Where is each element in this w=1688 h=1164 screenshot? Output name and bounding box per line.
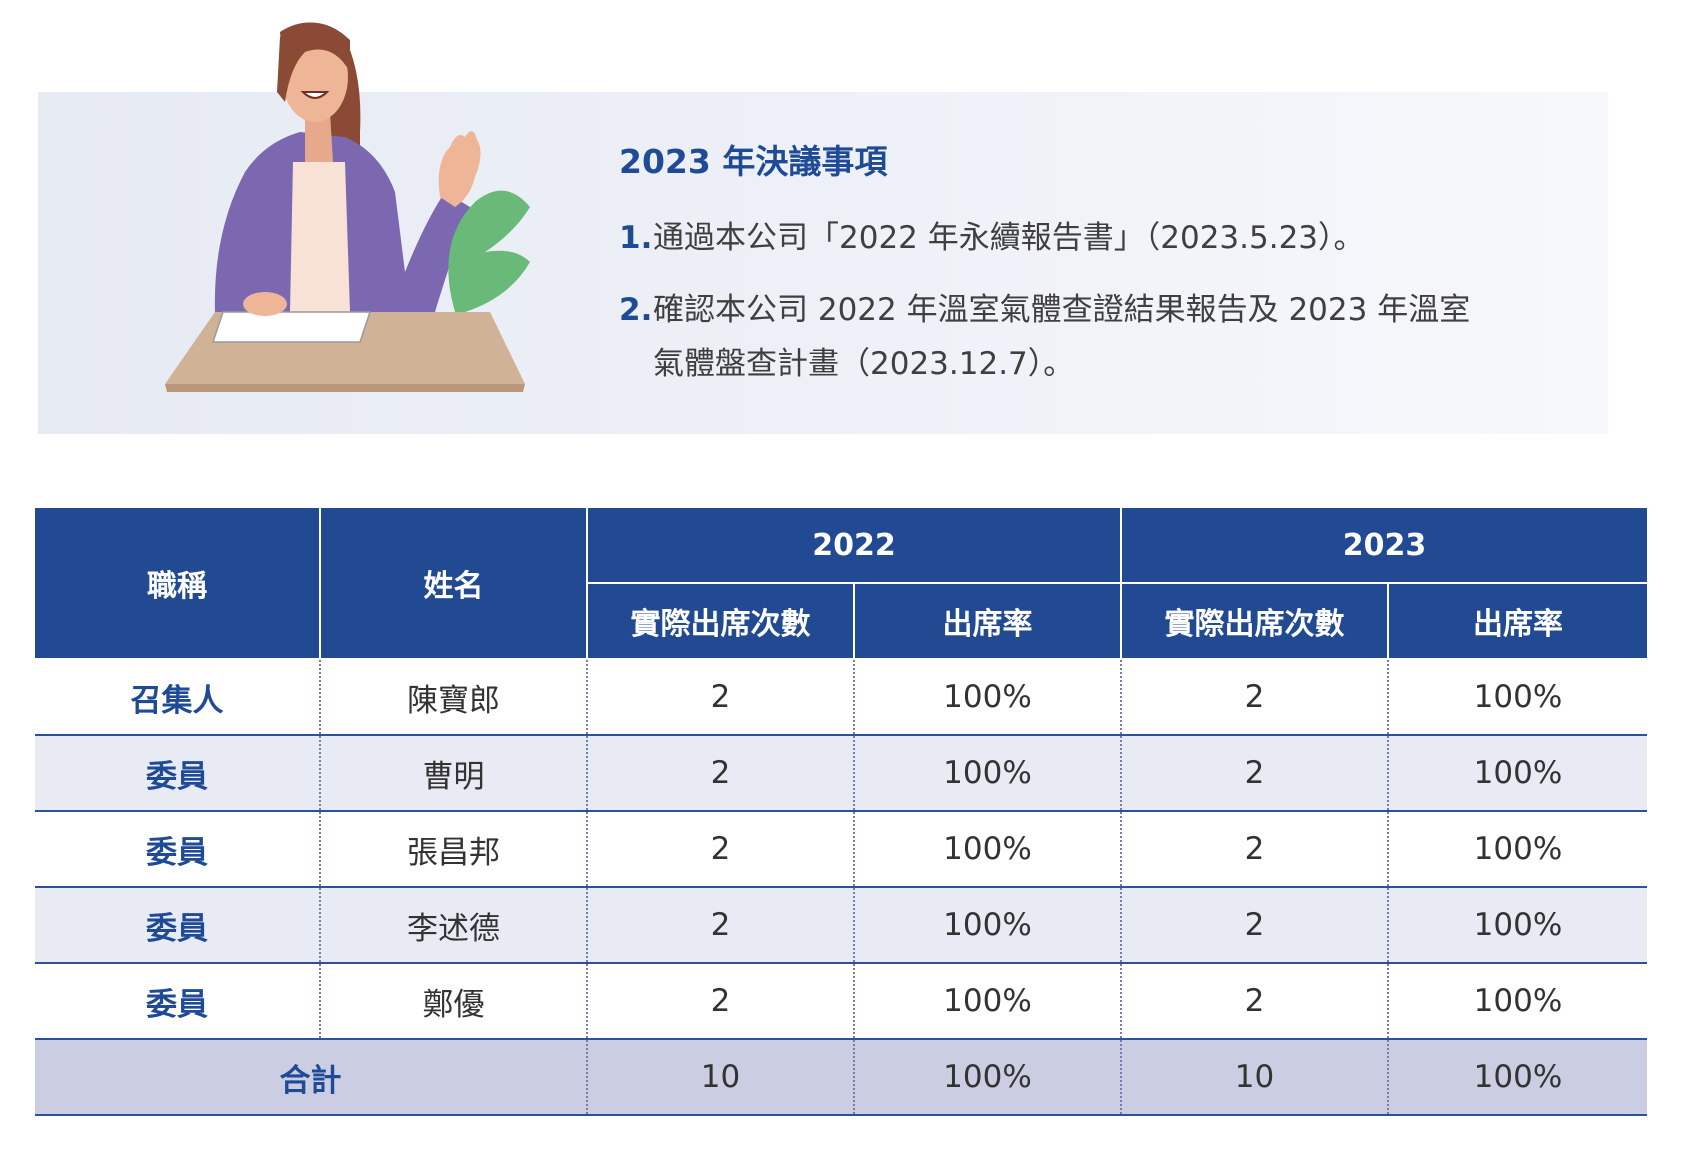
attendance-count-2022: 2: [586, 735, 855, 812]
attendance-count-2023: 2: [1120, 659, 1389, 736]
attendance-rate-2023: 100%: [1387, 659, 1647, 736]
attendance-rate-2022: 100%: [853, 659, 1122, 736]
resolution-text: 通過本公司「2022 年永續報告書」（2023.5.23）。: [653, 211, 1365, 265]
header-attendance-rate: 出席率: [1387, 582, 1647, 660]
member-title: 委員: [35, 735, 321, 812]
attendance-rate-2022: 100%: [853, 811, 1122, 888]
attendance-count-2022: 2: [586, 887, 855, 964]
attendance-rate-2023: 100%: [1387, 735, 1647, 812]
member-name: 陳寶郎: [319, 659, 588, 736]
attendance-rate-2023: 100%: [1387, 963, 1647, 1040]
member-title: 召集人: [35, 659, 321, 736]
attendance-rate-2023: 100%: [1387, 811, 1647, 888]
member-name: 鄭優: [319, 963, 588, 1040]
header-attendance-count: 實際出席次數: [587, 582, 855, 660]
table-row: 召集人 陳寶郎 2 100% 2 100%: [35, 659, 1647, 736]
member-name: 曹明: [319, 735, 588, 812]
total-count-2022: 10: [586, 1039, 855, 1116]
table-row: 委員 鄭優 2 100% 2 100%: [35, 963, 1647, 1040]
resolution-text-line: 通過本公司「2022 年永續報告書」（2023.5.23）。: [653, 220, 1365, 256]
total-row: 合計 10 100% 10 100%: [35, 1039, 1647, 1116]
total-count-2023: 10: [1120, 1039, 1389, 1116]
member-name: 張昌邦: [319, 811, 588, 888]
header-row-years: 職稱 姓名 2022 2023: [35, 506, 1647, 660]
total-rate-2023: 100%: [1387, 1039, 1647, 1116]
attendance-count-2023: 2: [1120, 811, 1389, 888]
member-name: 李述德: [319, 887, 588, 964]
resolutions-section: 2023 年決議事項 1. 通過本公司「2022 年永續報告書」（2023.5.…: [619, 135, 1579, 409]
header-name: 姓名: [319, 506, 588, 660]
member-title: 委員: [35, 887, 321, 964]
attendance-count-2022: 2: [586, 811, 855, 888]
resolution-number: 2.: [619, 292, 653, 328]
woman-at-desk-illustration: [165, 22, 530, 392]
attendance-rate-2022: 100%: [853, 735, 1122, 812]
attendance-rate-2022: 100%: [853, 963, 1122, 1040]
resolutions-title: 2023 年決議事項: [619, 142, 888, 181]
resolution-text-line: 氣體盤查計畫（2023.12.7）。: [653, 346, 1075, 382]
resolution-item-2: 2. 確認本公司 2022 年溫室氣體查證結果報告及 2023 年溫室 氣體盤查…: [619, 283, 1579, 391]
attendance-count-2022: 2: [586, 963, 855, 1040]
attendance-count-2022: 2: [586, 659, 855, 736]
attendance-count-2023: 2: [1120, 887, 1389, 964]
member-title: 委員: [35, 811, 321, 888]
header-year-2023: 2023: [1120, 506, 1647, 584]
table-row: 委員 李述德 2 100% 2 100%: [35, 887, 1647, 964]
header-title: 職稱: [35, 506, 321, 660]
resolution-text: 確認本公司 2022 年溫室氣體查證結果報告及 2023 年溫室 氣體盤查計畫（…: [653, 283, 1470, 391]
resolution-text-line: 確認本公司 2022 年溫室氣體查證結果報告及 2023 年溫室: [653, 292, 1471, 328]
attendance-count-2023: 2: [1120, 735, 1389, 812]
header-row-sub: 實際出席次數 出席率 實際出席次數 出席率: [35, 582, 1647, 660]
table-row: 委員 曹明 2 100% 2 100%: [35, 735, 1647, 812]
resolution-item-1: 1. 通過本公司「2022 年永續報告書」（2023.5.23）。: [619, 211, 1579, 265]
resolution-number: 1.: [619, 220, 653, 256]
header-attendance-count: 實際出席次數: [1120, 582, 1389, 660]
attendance-count-2023: 2: [1120, 963, 1389, 1040]
total-rate-2022: 100%: [853, 1039, 1122, 1116]
total-label: 合計: [35, 1039, 588, 1116]
attendance-rate-2023: 100%: [1387, 887, 1647, 964]
member-title: 委員: [35, 963, 321, 1040]
header-attendance-rate: 出席率: [853, 582, 1122, 660]
attendance-rate-2022: 100%: [853, 887, 1122, 964]
table-row: 委員 張昌邦 2 100% 2 100%: [35, 811, 1647, 888]
attendance-table: 職稱 姓名 2022 2023 實際出席次數 出席率 實際出席次數 出席率 召集…: [35, 506, 1647, 1116]
header-year-2022: 2022: [586, 506, 1122, 584]
